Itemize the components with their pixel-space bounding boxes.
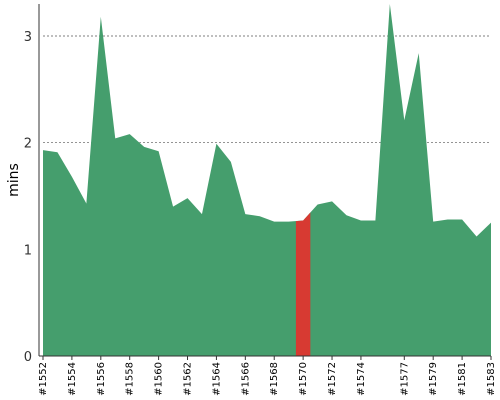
x-tick-label: #1560 bbox=[154, 362, 165, 396]
highlight-layer bbox=[295, 212, 311, 356]
x-tick-label: #1581 bbox=[457, 362, 468, 396]
x-tick-label: #1577 bbox=[399, 362, 410, 396]
x-tick-label: #1583 bbox=[486, 362, 497, 396]
x-tick-label: #1562 bbox=[183, 362, 194, 396]
highlighted-bar[interactable] bbox=[295, 212, 311, 356]
y-axis-title: mins bbox=[6, 163, 22, 197]
x-tick-label: #1579 bbox=[428, 362, 439, 396]
x-tick-label: #1554 bbox=[67, 362, 78, 396]
x-tick-label: #1552 bbox=[38, 362, 49, 396]
y-tick-label: 3 bbox=[24, 30, 32, 45]
x-tick-label: #1558 bbox=[125, 362, 136, 396]
x-tick-label: #1570 bbox=[298, 362, 309, 396]
y-tick-label: 0 bbox=[24, 350, 32, 365]
x-tick-label: #1566 bbox=[240, 362, 251, 396]
y-tick-label: 1 bbox=[24, 243, 32, 258]
series-area bbox=[43, 4, 491, 356]
y-tick-labels: 0 1 2 3 bbox=[24, 30, 32, 365]
x-tick-label: #1572 bbox=[327, 362, 338, 396]
area-layer bbox=[43, 4, 491, 356]
axes bbox=[38, 4, 491, 357]
x-tick-label: #1556 bbox=[96, 362, 107, 396]
x-tick-labels: #1552 #1554 #1556 #1558 #1560 #1562 #1564 #1566… bbox=[38, 356, 497, 396]
x-tick-label: #1568 bbox=[269, 362, 280, 396]
y-tick-label: 2 bbox=[24, 137, 32, 152]
x-tick-label: #1564 bbox=[211, 362, 222, 396]
x-tick-label: #1574 bbox=[356, 362, 367, 396]
